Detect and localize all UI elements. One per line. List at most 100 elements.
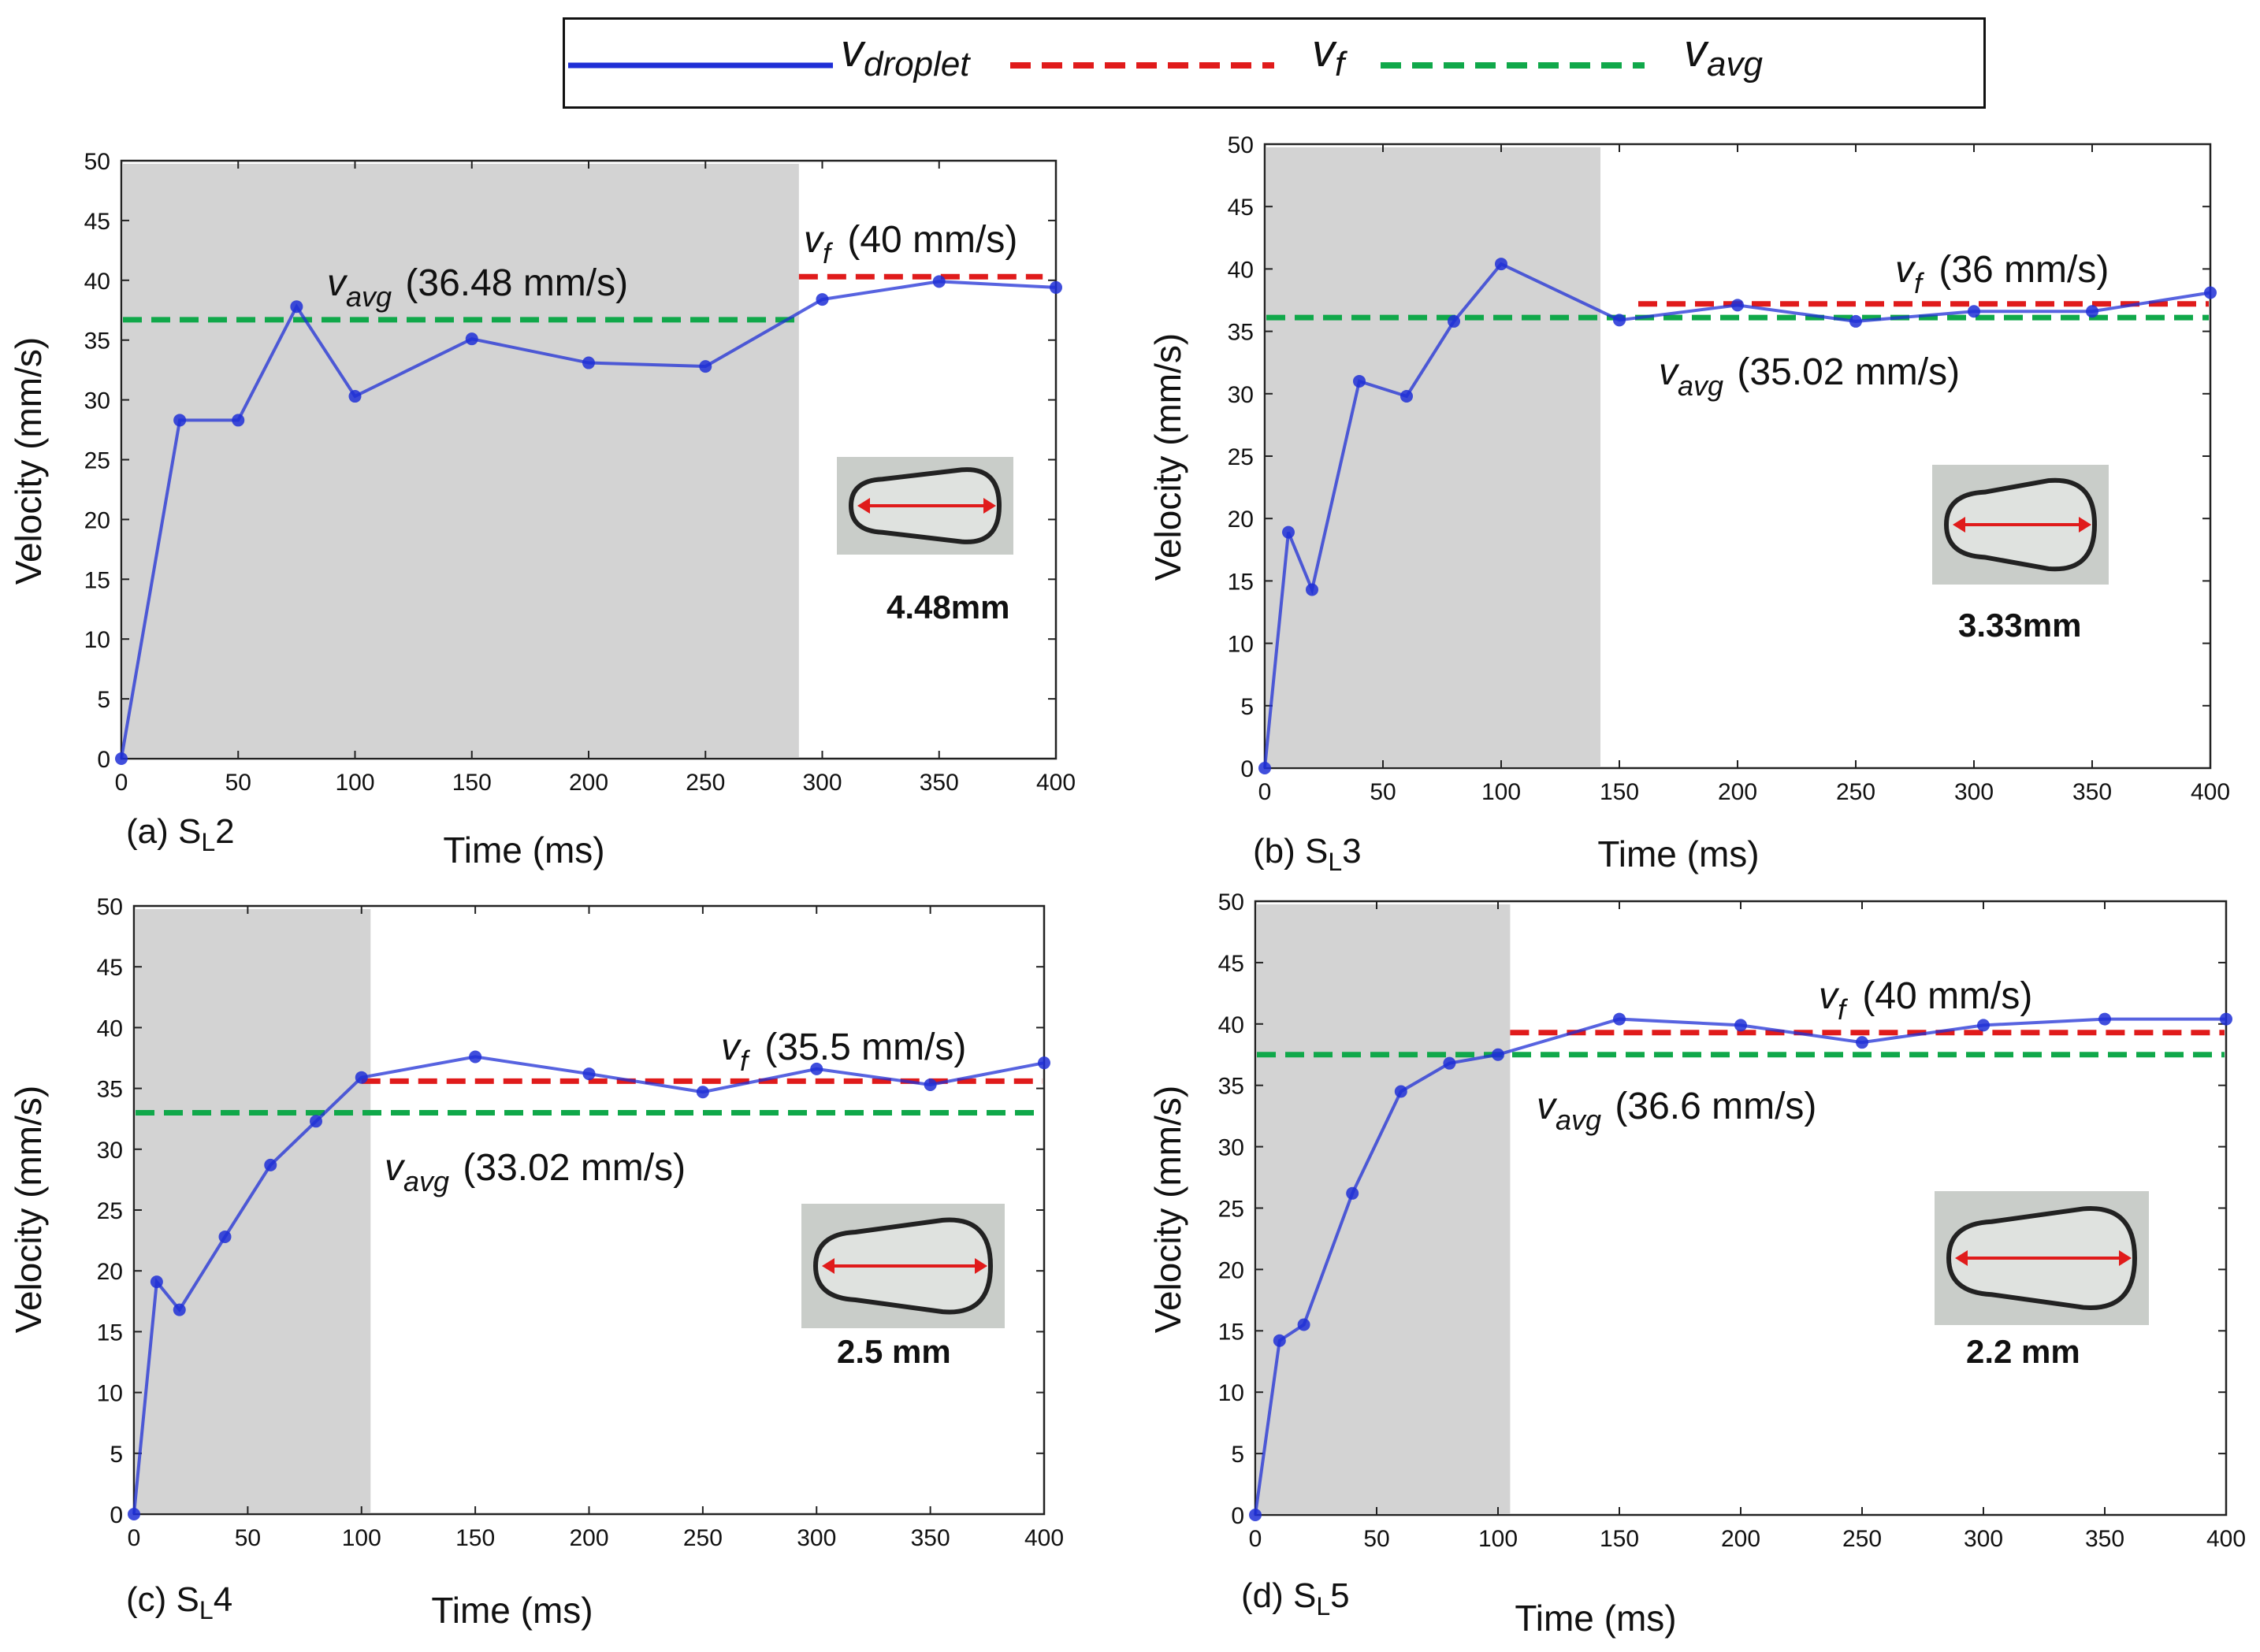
y-axis-label: Velocity (mm/s) [1147,333,1188,581]
y-tick-label: 15 [84,567,110,593]
droplet-point [1282,525,1295,539]
x-tick-label: 0 [1258,779,1272,805]
droplet-point [1977,1019,1990,1032]
y-tick-label: 30 [84,388,110,414]
x-tick-label: 150 [1600,1526,1639,1552]
y-tick-label: 35 [1218,1074,1244,1100]
droplet-point [290,300,303,314]
droplet-point [1856,1036,1868,1049]
y-tick-label: 25 [1228,444,1254,470]
y-tick-label: 20 [97,1259,123,1285]
x-tick-label: 250 [1842,1526,1882,1552]
v-f-annotation: vf (35.5 mm/s) [721,1026,966,1077]
y-tick-label: 45 [84,209,110,235]
v-avg-annotation: vavg (36.48 mm/s) [327,262,628,313]
x-tick-label: 150 [452,770,492,796]
y-tick-label: 25 [97,1198,123,1224]
droplet-point [1400,389,1413,403]
droplet-point [1249,1509,1262,1521]
y-tick-label: 5 [97,687,110,713]
x-tick-label: 350 [920,770,959,796]
droplet-point [232,414,245,427]
y-tick-label: 45 [1228,195,1254,221]
y-tick-label: 15 [97,1320,123,1346]
droplet-point [2204,286,2217,299]
droplet-point [150,1275,163,1289]
droplet-point [1968,305,1980,318]
y-tick-label: 45 [97,955,123,981]
x-tick-label: 200 [569,770,608,796]
arrow-head-right [2119,1250,2132,1266]
legend-label-droplet: vdroplet [841,25,970,84]
x-axis-label: Time (ms) [443,830,604,871]
y-tick-label: 40 [84,269,110,295]
droplet-point [355,1071,368,1084]
arrow-head-left [1955,1250,1968,1266]
x-axis-label: Time (ms) [1597,833,1759,874]
droplet-point [810,1062,823,1075]
x-tick-label: 100 [1478,1526,1518,1552]
x-tick-label: 400 [2191,779,2230,805]
y-tick-label: 0 [1231,1503,1244,1529]
v-f-annotation: vf (40 mm/s) [804,219,1017,269]
arrow-head-right [975,1258,987,1274]
chart-panel-4: 0 5 10 15 20 25 30 35 40 45 50 0 50 100 150 200 250 300 35… [1147,889,2246,1639]
droplet-point [2086,305,2098,318]
y-tick-label: 40 [1218,1012,1244,1038]
v-avg-annotation: vavg (36.6 mm/s) [1537,1086,1816,1136]
droplet-point [264,1158,277,1171]
y-axis-label: Velocity (mm/s) [1147,1086,1188,1333]
y-tick-label: 15 [1228,569,1254,595]
x-tick-label: 150 [1600,779,1639,805]
chart-panel-3: 0 5 10 15 20 25 30 35 40 45 50 0 50 100 150 200 250 300 35… [8,894,1064,1631]
y-tick-label: 15 [1218,1319,1244,1345]
y-tick-label: 50 [1218,889,1244,915]
droplet-point [932,275,946,288]
droplet-point [1297,1318,1310,1331]
droplet-point [1050,280,1062,294]
droplet-inset-image [837,457,1013,555]
v-avg-annotation: vavg (33.02 mm/s) [385,1147,686,1197]
y-tick-label: 35 [84,329,110,355]
droplet-point [924,1078,937,1091]
inset-size-label: 3.33mm [1958,607,2081,644]
droplet-point [1731,299,1744,312]
droplet-inset-image [1935,1191,2149,1325]
legend-label-avg: vavg [1684,25,1763,84]
x-tick-label: 300 [1954,779,1994,805]
droplet-inset-image [1932,465,2109,585]
x-tick-label: 400 [1036,770,1076,796]
x-tick-label: 50 [235,1525,261,1551]
x-tick-label: 250 [683,1525,723,1551]
x-tick-label: 50 [1363,1526,1389,1552]
y-tick-label: 30 [97,1138,123,1164]
droplet-point [696,1086,709,1099]
y-tick-label: 25 [84,448,110,474]
arrow-head-left [822,1258,834,1274]
droplet-point [173,414,187,427]
y-tick-label: 35 [1228,320,1254,346]
v-avg-annotation: vavg (35.02 mm/s) [1659,351,1960,402]
x-tick-label: 0 [1249,1526,1262,1552]
chart-panel-2: 0 5 10 15 20 25 30 35 40 45 50 0 50 100 150 200 250 300 35… [1147,132,2230,876]
droplet-point [582,356,595,369]
x-tick-label: 400 [2206,1526,2246,1552]
panel-label: (a) SL2 [126,812,235,856]
droplet-point [1613,314,1626,327]
x-tick-label: 100 [335,770,374,796]
arrow-head-left [1953,517,1965,533]
droplet-point [348,390,362,403]
y-tick-label: 20 [1228,507,1254,533]
legend-label-final: vf [1312,25,1345,84]
y-axis-label: Velocity (mm/s) [8,1086,49,1333]
x-axis-label: Time (ms) [431,1590,593,1631]
y-tick-label: 5 [1231,1442,1244,1468]
panel-label: (b) SL3 [1253,832,1362,876]
x-tick-label: 350 [911,1525,950,1551]
droplet-point [699,360,712,373]
legend: vdroplet vf vavg [563,17,1986,109]
droplet-point [1258,762,1271,774]
arrow-head-right [983,498,996,514]
y-tick-label: 50 [1228,132,1254,158]
